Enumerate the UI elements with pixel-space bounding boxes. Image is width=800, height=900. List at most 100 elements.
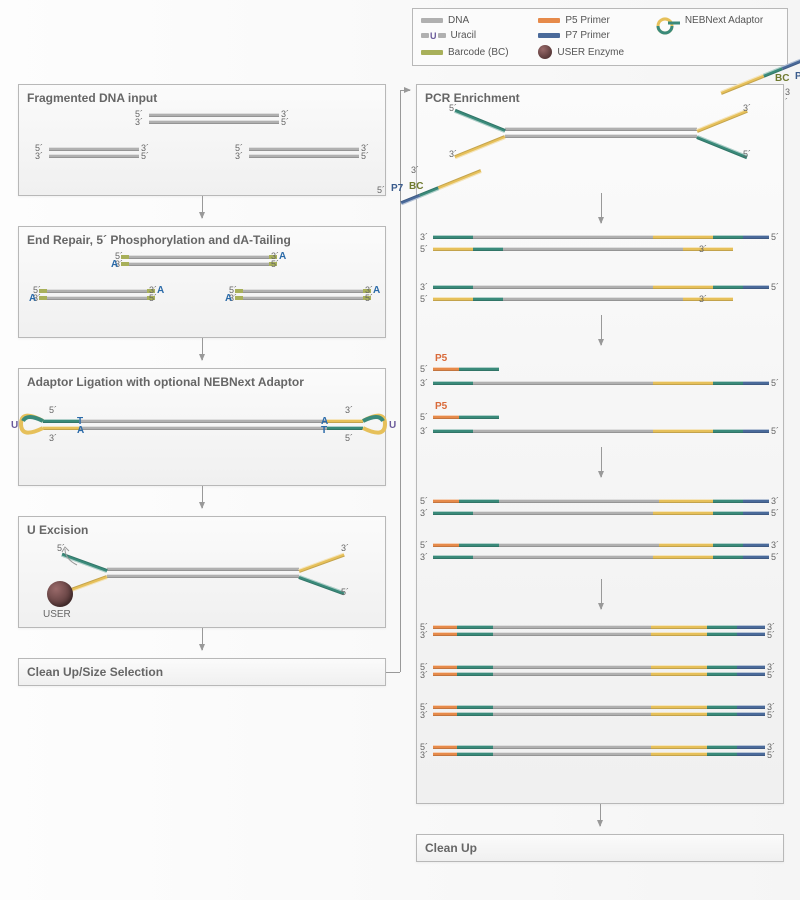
flow-arrow [600, 804, 601, 826]
strand-segment [493, 672, 651, 676]
strand-segment [433, 511, 473, 515]
strand-segment [713, 499, 743, 503]
end-label: 5´ [281, 117, 289, 127]
strand-segment [433, 429, 473, 433]
strand-segment [743, 429, 769, 433]
dna-strand [243, 296, 363, 300]
end-label: 3´ [699, 244, 707, 254]
strand-segment [653, 555, 713, 559]
end-label: 5´ [149, 293, 157, 303]
end-label: 5´ [771, 426, 779, 436]
end-label: 5´ [361, 151, 369, 161]
end-label: 5´ [771, 378, 779, 388]
strand-segment [653, 429, 713, 433]
end-label: BC [409, 181, 423, 192]
end-label: 3´ [420, 552, 428, 562]
flow-arrow [601, 315, 602, 345]
end-label: 5´ [767, 750, 775, 760]
end-label: 5´ [420, 364, 428, 374]
dna-strand [149, 113, 279, 117]
strand-segment [651, 752, 707, 756]
panel-title: Clean Up [417, 835, 783, 861]
end-label: P5 [435, 401, 447, 412]
strand-segment [457, 632, 493, 636]
strand-segment [459, 543, 499, 547]
legend-label: P5 Primer [565, 15, 609, 26]
end-label: 3´ [345, 405, 353, 415]
end-label: A [157, 285, 164, 296]
end-label: A [111, 259, 118, 270]
strand-segment [43, 426, 79, 430]
panel-u-excision: U Excision 5´3´3´5´USER [18, 516, 386, 628]
end-label: 3´ [341, 543, 349, 553]
strand-segment [737, 665, 765, 669]
end-label: 3´ [420, 232, 428, 242]
strand-segment [493, 625, 651, 629]
strand-segment [737, 625, 765, 629]
end-label: 3´ [743, 103, 751, 113]
dna-strand [79, 426, 327, 430]
panel-fragmented-dna: Fragmented DNA input 5´3´3´5´5´3´3´5´5´3… [18, 84, 386, 196]
end-label: 5´ [771, 552, 779, 562]
adaptor-arm [298, 575, 344, 595]
end-label: A [279, 251, 286, 262]
strand-segment [473, 381, 653, 385]
flow-arrow [202, 338, 203, 360]
legend-barcode: Barcode (BC) [421, 45, 524, 59]
strand-segment [653, 511, 713, 515]
end-label: 3´ [449, 149, 457, 159]
strand-segment [457, 672, 493, 676]
strand-segment [713, 381, 743, 385]
end-label: 3´ [420, 630, 428, 640]
end-label: 3´ [35, 151, 43, 161]
legend-p5: P5 Primer [538, 15, 639, 26]
strand-segment [107, 574, 299, 578]
strand-segment [713, 285, 743, 289]
strand-segment [457, 745, 493, 749]
end-label: 3´ [420, 378, 428, 388]
strand-segment [499, 543, 659, 547]
strand-segment [707, 712, 737, 716]
strand-segment [493, 632, 651, 636]
strand-segment [707, 665, 737, 669]
excision-arrow-icon [59, 545, 83, 569]
adaptor-loop-icon [359, 407, 389, 441]
flow-arrow [601, 447, 602, 477]
primer-segment [401, 194, 421, 205]
strand-segment [433, 705, 457, 709]
end-label: T [321, 425, 327, 436]
legend-user-enzyme: USER Enzyme [538, 45, 639, 59]
adaptor-arm [454, 109, 506, 133]
flow-connector [400, 90, 401, 672]
strand-segment [743, 381, 769, 385]
strand-segment [433, 367, 459, 371]
strand-segment [473, 235, 653, 239]
strand-segment [743, 543, 769, 547]
strand-segment [433, 555, 473, 559]
legend-label: NEBNext Adaptor [685, 15, 763, 26]
end-label: 3´ [420, 426, 428, 436]
strand-segment [503, 297, 683, 301]
end-label: 5´ [771, 232, 779, 242]
strand-segment [473, 429, 653, 433]
end-label: 5´ [271, 259, 279, 269]
end-label: 3´ [420, 750, 428, 760]
strand-segment [743, 235, 769, 239]
end-label: 5´ [771, 282, 779, 292]
strand-segment [713, 511, 743, 515]
strand-segment [433, 247, 473, 251]
end-label: 3´ [420, 508, 428, 518]
panel-title: Clean Up/Size Selection [19, 659, 385, 685]
primer-segment [720, 74, 764, 95]
panel-end-repair: End Repair, 5´ Phosphorylation and dA-Ta… [18, 226, 386, 338]
strand-segment [433, 297, 473, 301]
end-label: 3´ [771, 496, 779, 506]
end-label: U [389, 420, 396, 431]
strand-segment [433, 672, 457, 676]
legend: DNA P5 Primer NEBNext Adaptor U Uracil P… [412, 8, 788, 66]
end-label: 5´ [420, 244, 428, 254]
legend-label: DNA [448, 15, 469, 26]
flow-arrow [202, 196, 203, 218]
strand-segment [707, 752, 737, 756]
strand-segment [659, 543, 713, 547]
